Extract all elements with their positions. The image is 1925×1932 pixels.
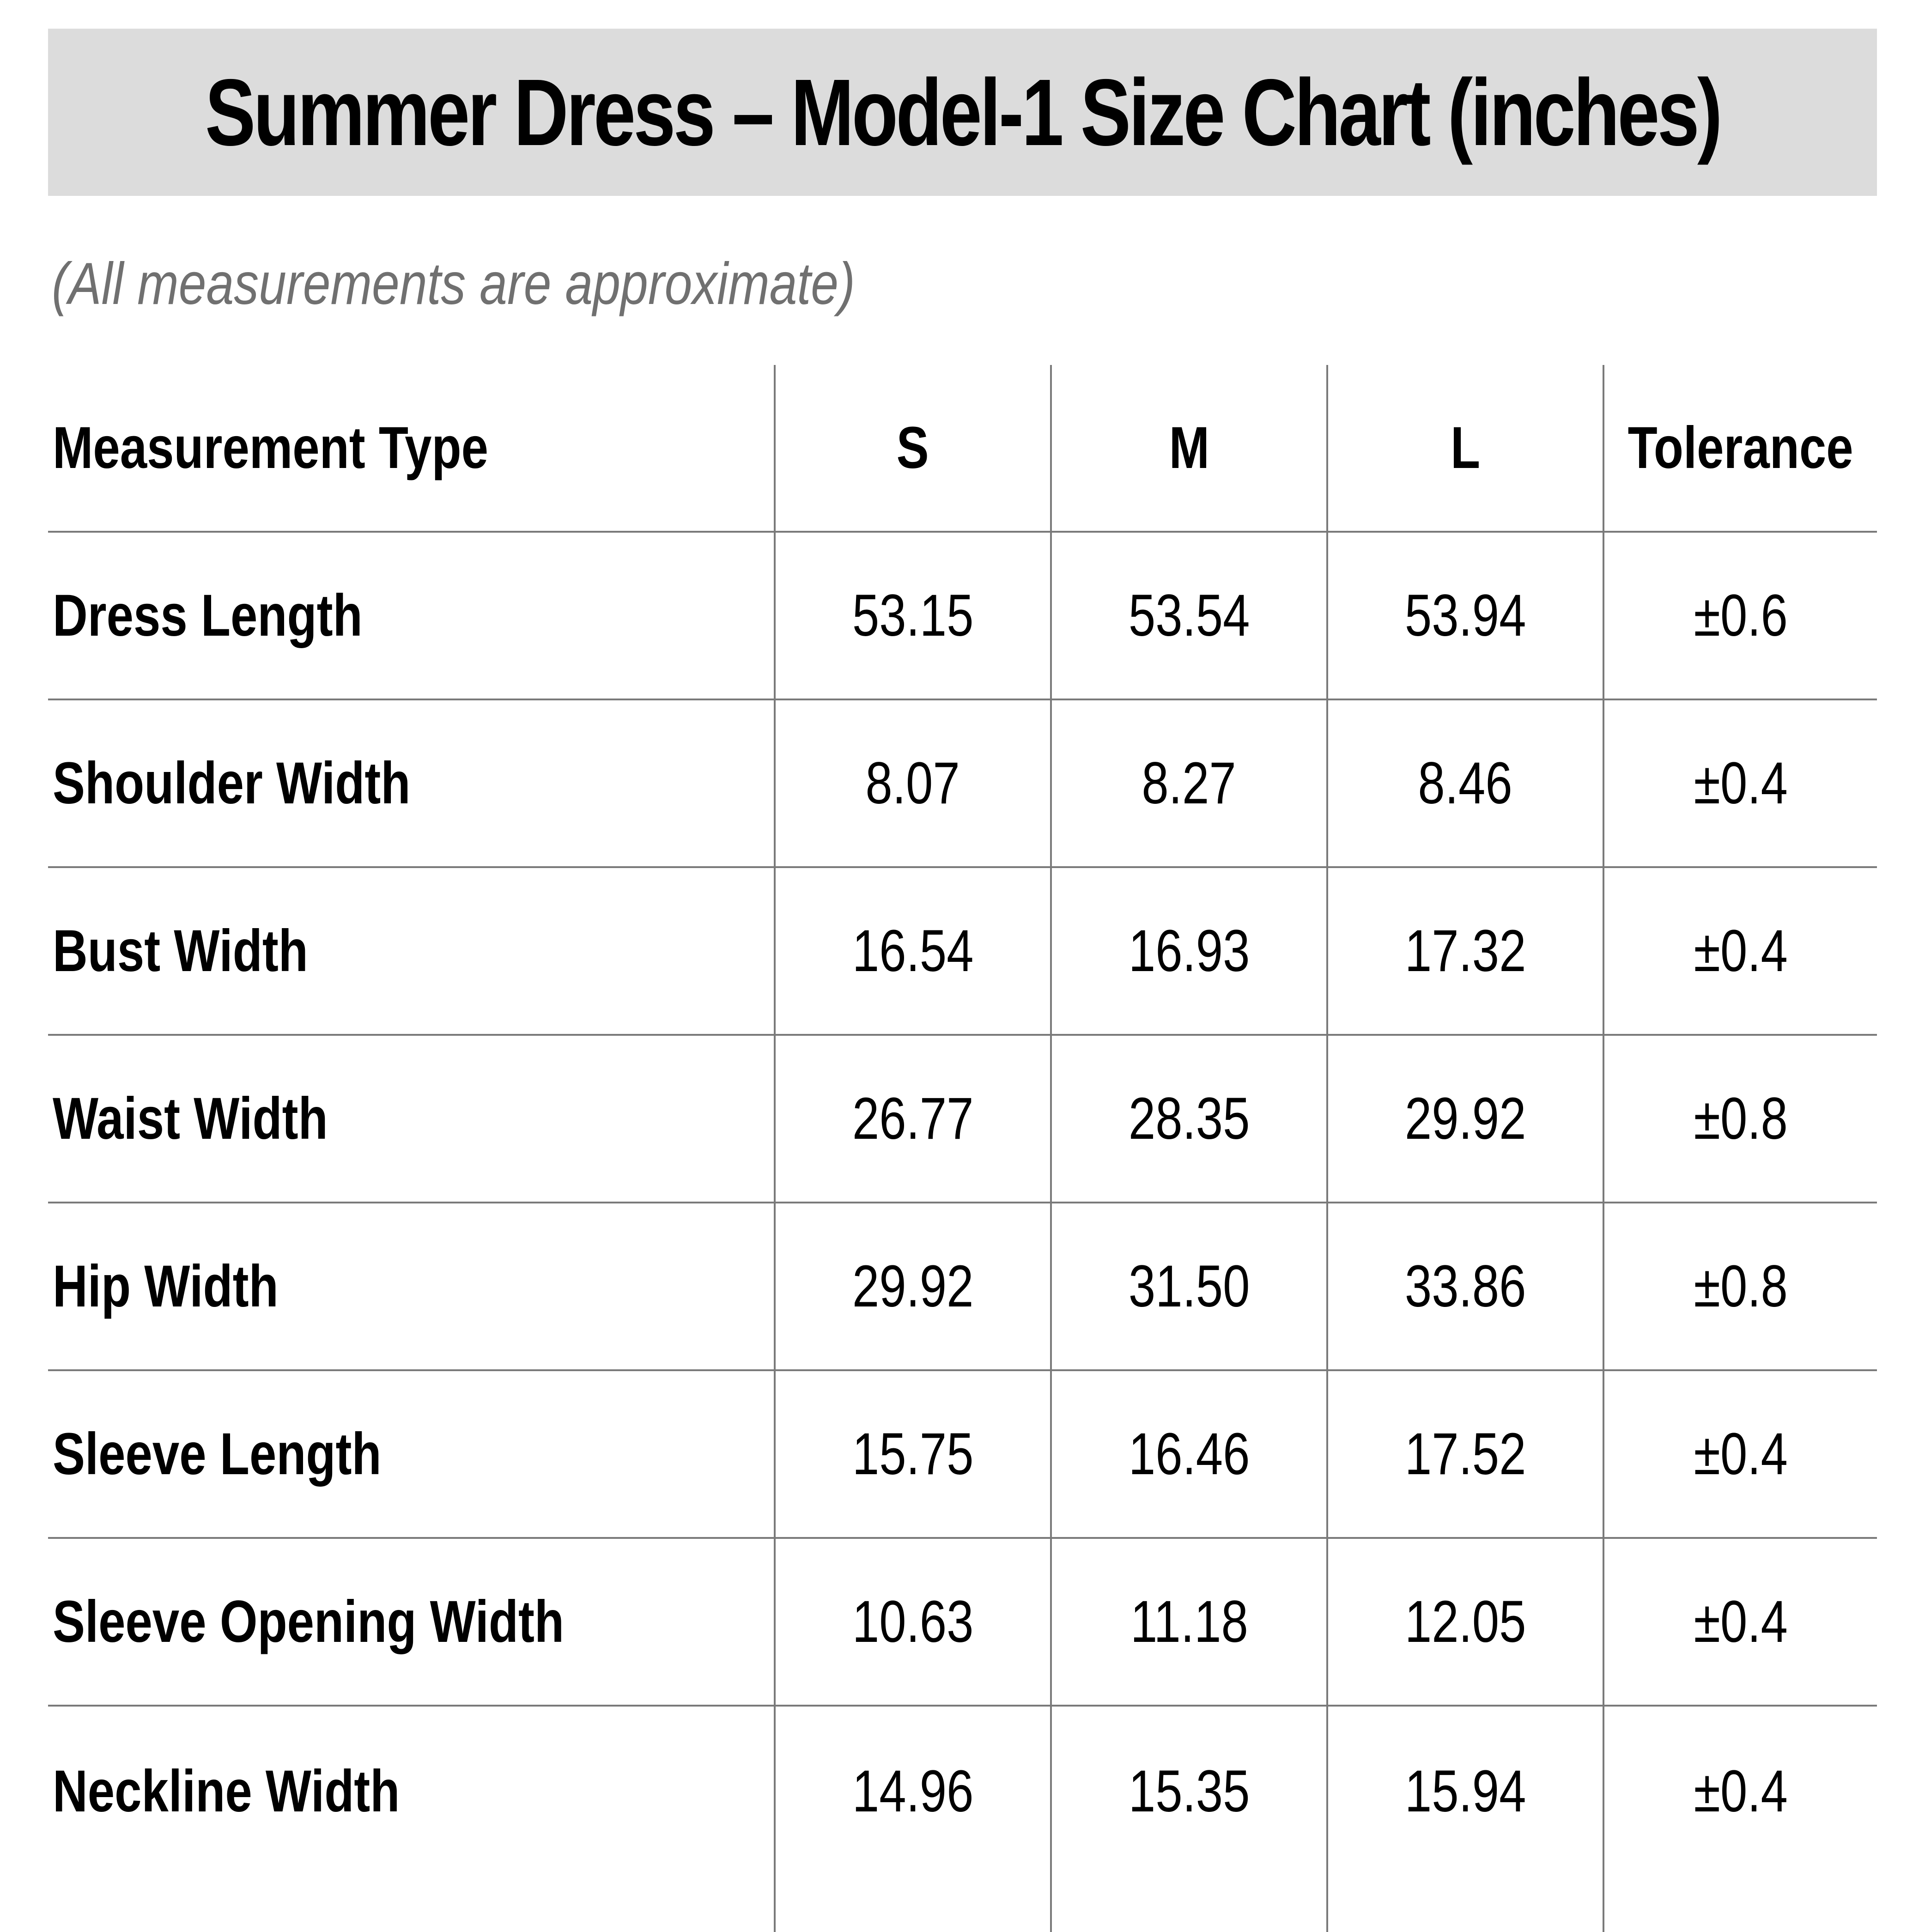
value-l: 17.32: [1326, 868, 1603, 1034]
row-label: Sleeve Opening Width: [53, 1588, 565, 1655]
value-s: 14.96: [774, 1707, 1050, 1932]
value-tolerance: ±0.4: [1603, 868, 1877, 1034]
table-row: Dress Length 53.15 53.54 53.94 ±0.6: [48, 533, 1877, 700]
value-tolerance: ±0.4: [1603, 700, 1877, 866]
value-m: 16.93: [1050, 868, 1326, 1034]
value-m: 15.35: [1050, 1707, 1326, 1932]
value-tolerance: ±0.4: [1603, 1539, 1877, 1705]
header-size-m: M: [1050, 365, 1326, 531]
value-m: 31.50: [1050, 1203, 1326, 1369]
value-m: 11.18: [1050, 1539, 1326, 1705]
value-s: 53.15: [774, 533, 1050, 699]
value-l: 8.46: [1326, 700, 1603, 866]
value-s: 26.77: [774, 1036, 1050, 1202]
value-m: 16.46: [1050, 1371, 1326, 1537]
header-tolerance: Tolerance: [1603, 365, 1877, 531]
value-tolerance: ±0.8: [1603, 1203, 1877, 1369]
row-label: Shoulder Width: [53, 750, 411, 816]
table-row: Sleeve Opening Width 10.63 11.18 12.05 ±…: [48, 1539, 1877, 1707]
row-label: Bust Width: [53, 917, 308, 984]
table-row: Neckline Width 14.96 15.35 15.94 ±0.4: [48, 1707, 1877, 1932]
value-l: 53.94: [1326, 533, 1603, 699]
table-row: Bust Width 16.54 16.93 17.32 ±0.4: [48, 868, 1877, 1036]
row-label: Dress Length: [53, 582, 363, 649]
value-m: 8.27: [1050, 700, 1326, 866]
table-row: Hip Width 29.92 31.50 33.86 ±0.8: [48, 1203, 1877, 1371]
table-header-row: Measurement Type S M L Tolerance: [48, 365, 1877, 533]
page-title: Summer Dress – Model-1 Size Chart (inche…: [205, 59, 1723, 165]
value-m: 28.35: [1050, 1036, 1326, 1202]
value-s: 15.75: [774, 1371, 1050, 1537]
row-label: Hip Width: [53, 1253, 279, 1319]
value-s: 29.92: [774, 1203, 1050, 1369]
value-s: 10.63: [774, 1539, 1050, 1705]
table-row: Waist Width 26.77 28.35 29.92 ±0.8: [48, 1036, 1877, 1203]
value-l: 17.52: [1326, 1371, 1603, 1537]
value-l: 33.86: [1326, 1203, 1603, 1369]
value-tolerance: ±0.8: [1603, 1036, 1877, 1202]
header-measurement-type: Measurement Type: [53, 414, 488, 481]
title-band: Summer Dress – Model-1 Size Chart (inche…: [48, 29, 1877, 196]
value-l: 15.94: [1326, 1707, 1603, 1932]
value-l: 29.92: [1326, 1036, 1603, 1202]
value-m: 53.54: [1050, 533, 1326, 699]
value-l: 12.05: [1326, 1539, 1603, 1705]
row-label: Sleeve Length: [53, 1421, 382, 1487]
value-s: 16.54: [774, 868, 1050, 1034]
row-label: Waist Width: [53, 1085, 328, 1152]
value-tolerance: ±0.4: [1603, 1371, 1877, 1537]
value-tolerance: ±0.4: [1603, 1707, 1877, 1932]
value-tolerance: ±0.6: [1603, 533, 1877, 699]
header-size-s: S: [774, 365, 1050, 531]
page-subtitle: (All measurements are approximate): [52, 251, 855, 317]
header-size-l: L: [1326, 365, 1603, 531]
row-label: Neckline Width: [53, 1758, 400, 1824]
table-row: Sleeve Length 15.75 16.46 17.52 ±0.4: [48, 1371, 1877, 1539]
table-row: Shoulder Width 8.07 8.27 8.46 ±0.4: [48, 700, 1877, 868]
value-s: 8.07: [774, 700, 1050, 866]
size-chart-table: Measurement Type S M L Tolerance Dress L…: [48, 365, 1877, 1932]
